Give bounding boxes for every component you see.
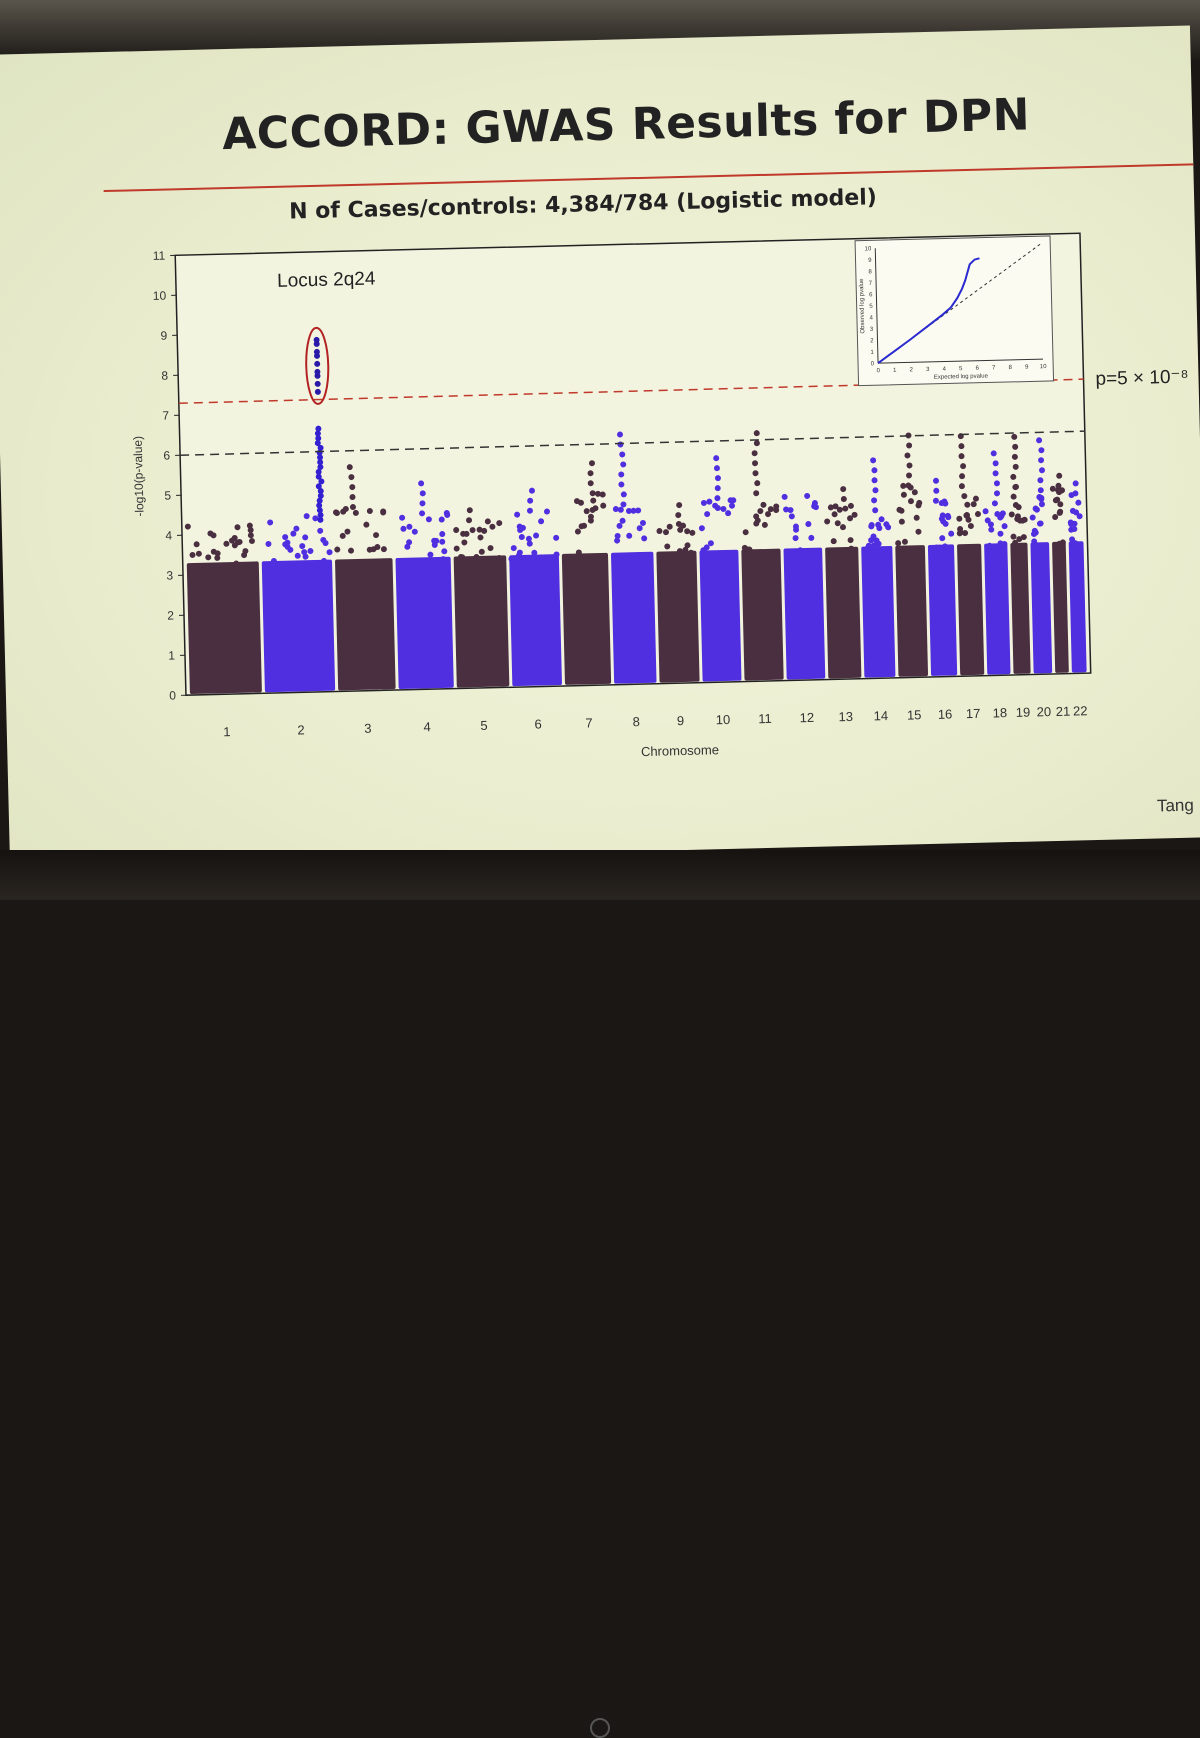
chromosome-bulk — [1030, 542, 1052, 673]
y-axis-label: -log10(p-value) — [131, 436, 147, 517]
x-tick-label: 12 — [800, 710, 815, 725]
x-tick-label: 15 — [907, 707, 922, 722]
chromosome-bulk — [699, 550, 741, 682]
y-tick-label: 1 — [168, 648, 175, 662]
y-tick-label: 10 — [153, 289, 167, 303]
chromosome-bulk — [509, 554, 562, 686]
chromosome-bulk — [1010, 543, 1030, 674]
x-tick-label: 20 — [1036, 704, 1051, 719]
x-tick-label: 10 — [716, 712, 731, 727]
x-tick-label: 21 — [1056, 704, 1071, 719]
x-tick-label: 5 — [480, 718, 488, 733]
chromosome-bulk — [262, 560, 335, 693]
x-tick-label: 9 — [677, 713, 685, 728]
x-tick-label: 17 — [966, 706, 981, 721]
y-tick-label: 4 — [165, 528, 172, 542]
x-tick-label: 22 — [1073, 703, 1088, 718]
chromosome-bulk — [335, 558, 396, 690]
chromosome-bulk — [611, 552, 657, 684]
qq-x-tick-label: 10 — [1040, 364, 1047, 370]
slide-credit: Tang — [1157, 796, 1194, 817]
chromosome-bulk — [562, 553, 611, 685]
monitor-bezel-bottom — [0, 850, 1200, 900]
y-tick-label: 11 — [153, 249, 166, 263]
locus-annotation: Locus 2q24 — [277, 268, 376, 291]
x-tick-label: 7 — [585, 715, 593, 730]
y-tick-label: 2 — [167, 608, 174, 622]
chromosome-bulk — [395, 557, 453, 689]
chromosome-bulk — [825, 547, 861, 679]
x-tick-label: 18 — [992, 705, 1007, 720]
y-tick-label: 5 — [164, 488, 171, 502]
y-tick-label: 9 — [160, 329, 167, 343]
qq-y-tick-label: 10 — [865, 246, 872, 252]
slide-screen: ACCORD: GWAS Results for DPN N of Cases/… — [0, 25, 1200, 866]
chromosome-bulk — [984, 543, 1010, 675]
y-tick-label: 6 — [163, 449, 170, 463]
y-tick-label: 3 — [166, 568, 173, 582]
chromosome-bulk — [861, 546, 895, 678]
chromosome-bulk — [741, 549, 783, 681]
x-tick-label: 2 — [297, 722, 305, 737]
chromosome-bulk — [957, 544, 984, 676]
threshold-label: p=5 × 10⁻⁸ — [1095, 367, 1189, 390]
x-tick-label: 1 — [223, 724, 231, 739]
chromosome-bulk — [656, 551, 699, 683]
y-tick-label: 0 — [169, 688, 176, 702]
x-tick-label: 11 — [758, 711, 772, 726]
x-tick-label: 16 — [938, 706, 953, 721]
chromosome-bulk — [783, 548, 825, 680]
chromosome-bulk — [928, 544, 957, 676]
x-tick-label: 14 — [873, 708, 888, 723]
x-tick-label: 13 — [838, 709, 853, 724]
x-axis-label: Chromosome — [641, 742, 719, 759]
chromosome-bulk — [187, 561, 262, 694]
x-tick-label: 19 — [1016, 705, 1031, 720]
y-tick-label: 7 — [162, 409, 169, 423]
x-tick-label: 4 — [423, 719, 431, 734]
y-tick-label: 8 — [161, 369, 168, 383]
x-tick-label: 3 — [364, 721, 372, 736]
x-tick-label: 8 — [632, 714, 640, 729]
chromosome-bulk — [454, 555, 510, 687]
monitor-logo-icon — [590, 1718, 610, 1738]
x-tick-label: 6 — [534, 717, 542, 732]
chromosome-bulk — [895, 545, 928, 677]
